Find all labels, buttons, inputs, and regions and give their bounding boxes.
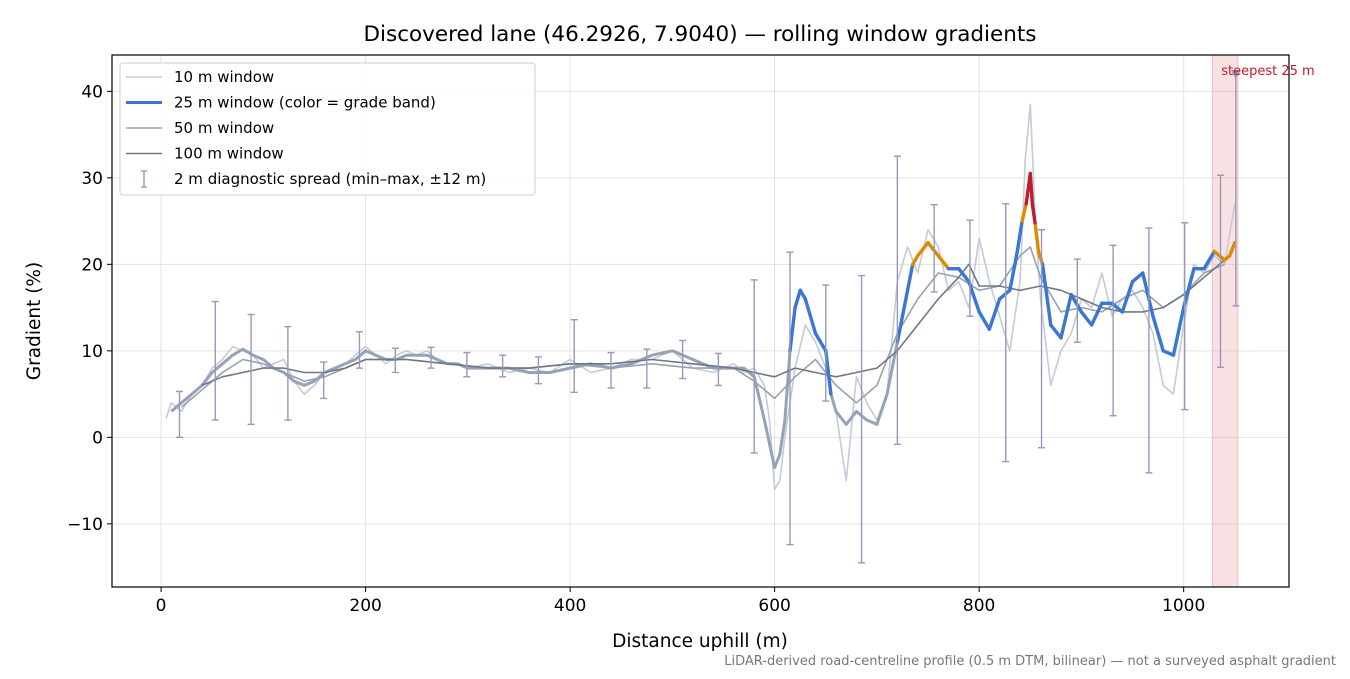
x-tick-label: 400 xyxy=(554,596,586,616)
spread-bars xyxy=(175,73,1240,564)
y-tick-label: 30 xyxy=(81,169,103,189)
y-axis-label: Gradient (%) xyxy=(24,262,45,380)
series-25m-segment xyxy=(1059,292,1073,340)
series-25m-segment xyxy=(1227,241,1237,258)
legend-label: 10 m window xyxy=(174,68,274,86)
series-25m-segment xyxy=(1151,314,1165,353)
x-tick-label: 1000 xyxy=(1162,596,1205,616)
x-tick-label: 600 xyxy=(758,596,790,616)
series-25m-segment xyxy=(900,288,910,318)
plot-frame xyxy=(111,54,1290,588)
series-25m-segment xyxy=(1069,292,1084,314)
steepest-band xyxy=(1211,54,1239,588)
series-25m-segment xyxy=(1120,279,1135,314)
series-100m-line xyxy=(201,259,1226,387)
series-25m-segment xyxy=(813,331,828,353)
series-25m-segment xyxy=(1040,262,1053,327)
series-25m-segment xyxy=(1202,249,1217,271)
legend-label: 100 m window xyxy=(174,145,284,163)
x-tick-label: 0 xyxy=(156,596,167,616)
grid-lines xyxy=(112,55,1289,587)
series-25m-segment xyxy=(1141,271,1155,318)
chart-title: Discovered lane (46.2926, 7.9040) — roll… xyxy=(363,22,1036,47)
legend-label: 25 m window (color = grade band) xyxy=(174,94,436,112)
y-tick-label: 40 xyxy=(81,82,103,102)
legend: 10 m window 25 m window (color = grade ba… xyxy=(119,62,536,196)
series-25m-segment xyxy=(997,288,1012,301)
steepest-highlight xyxy=(1211,54,1241,588)
axes: 0 200 400 600 800 1000 −10 0 10 20 30 40 xyxy=(67,82,1205,616)
legend-box xyxy=(119,62,536,196)
series-25m-segment xyxy=(1130,271,1145,284)
series-25m-segment xyxy=(1028,171,1035,206)
footnote: LiDAR-derived road-centreline profile (0… xyxy=(724,654,1336,669)
x-axis-label: Distance uphill (m) xyxy=(612,631,788,652)
series-25m-segment xyxy=(1013,245,1020,267)
series-25m-segment xyxy=(1033,223,1041,254)
series-25m-segment xyxy=(1079,310,1094,327)
series-25m-segment xyxy=(916,241,930,258)
y-tick-label: 10 xyxy=(81,342,103,362)
series-25m-segment xyxy=(803,297,818,336)
y-tick-label: 20 xyxy=(81,255,103,275)
series-25m-segment xyxy=(987,297,1002,331)
highlight-label: steepest 25 m xyxy=(1221,64,1314,79)
series-25m-segment xyxy=(936,253,951,271)
series-25m-segment xyxy=(824,349,833,396)
y-tick-label: 0 xyxy=(92,428,103,448)
legend-label: 2 m diagnostic spread (min–max, ±12 m) xyxy=(174,170,486,188)
series-25m-segment xyxy=(895,314,905,344)
series-25m-segment xyxy=(1020,202,1028,223)
legend-label: 50 m window xyxy=(174,119,274,137)
series-25m-segment xyxy=(1008,262,1017,292)
series-25m-segment xyxy=(1030,202,1038,228)
series-lines xyxy=(165,103,1237,491)
series-25m-segment xyxy=(977,310,992,331)
series-25m-segment xyxy=(926,241,940,258)
y-tick-label: −10 xyxy=(67,515,103,535)
series-25m-segment xyxy=(1016,219,1024,249)
series-25m-segment xyxy=(793,288,802,310)
series-25m-segment xyxy=(905,262,915,292)
series-25m-segment xyxy=(1049,323,1063,340)
x-tick-label: 200 xyxy=(349,596,381,616)
series-25m-segment xyxy=(788,305,797,353)
series-25m-segment xyxy=(1171,305,1186,357)
series-25m-segment xyxy=(957,266,971,284)
series-25m-segment xyxy=(1089,301,1104,327)
series-25m-segment xyxy=(1161,349,1176,357)
x-tick-label: 800 xyxy=(963,596,995,616)
